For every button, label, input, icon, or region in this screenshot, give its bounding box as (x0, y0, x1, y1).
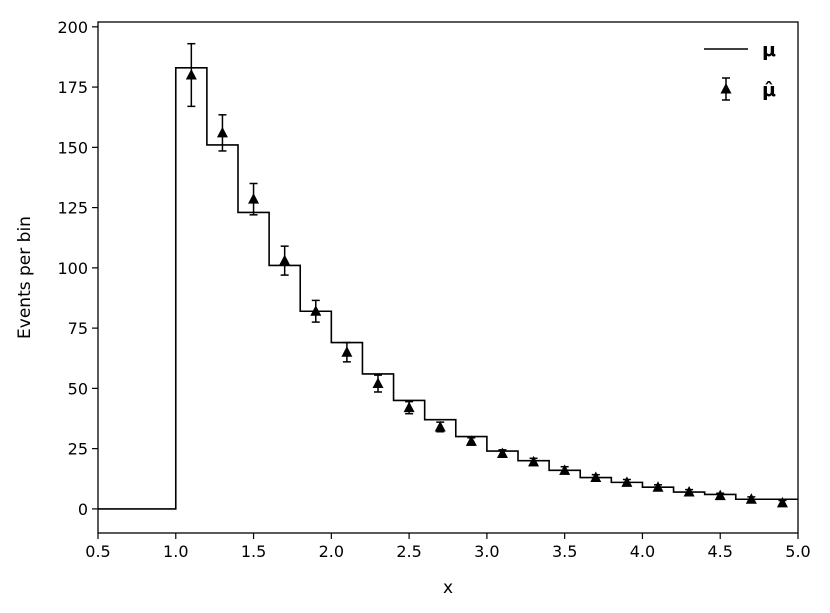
triangle-marker (372, 377, 384, 389)
x-tick-label: 4.0 (630, 542, 655, 561)
x-tick-label: 1.5 (241, 542, 266, 561)
triangle-marker (465, 435, 477, 446)
y-axis-label: Events per bin (15, 216, 35, 339)
x-tick-label: 0.5 (85, 542, 110, 561)
y-tick-label: 175 (57, 78, 88, 97)
errorbar-point (590, 471, 602, 483)
y-tick-label: 50 (68, 379, 88, 398)
legend-label-mu: μ (762, 39, 776, 61)
errorbar-point (341, 341, 353, 363)
axis-ticks: 0.5 1.0 1.5 2.0 2.5 3.0 3.5 4.0 4.5 5.0 0 25 50 75 100… (57, 18, 810, 561)
triangle-marker (185, 69, 197, 80)
x-tick-label: 4.5 (707, 542, 732, 561)
triangle-marker (714, 489, 726, 501)
errorbar-point (559, 464, 571, 475)
y-tick-label: 125 (57, 199, 88, 218)
x-tick-label: 3.0 (474, 542, 499, 561)
triangle-marker (559, 464, 571, 475)
errorbar-point (372, 374, 384, 393)
errorbar-point (528, 455, 540, 467)
errorbar-point (621, 476, 633, 487)
x-tick-label: 2.5 (396, 542, 421, 561)
y-tick-label: 0 (78, 500, 88, 519)
x-tick-label: 5.0 (785, 542, 810, 561)
y-tick-label: 200 (57, 18, 88, 37)
triangle-marker (590, 471, 602, 483)
errorbar-point (745, 493, 757, 504)
errorbar-point (310, 299, 322, 323)
triangle-marker (745, 493, 757, 504)
triangle-marker (496, 447, 508, 458)
plot-frame (97, 21, 799, 534)
triangle-marker (279, 254, 291, 266)
triangle-marker (776, 496, 788, 508)
errorbar-point (403, 400, 415, 415)
triangle-marker (310, 305, 322, 316)
legend-triangle-marker (720, 83, 732, 94)
errorbar-point (185, 42, 197, 108)
triangle-marker (528, 455, 540, 467)
y-tick-label: 25 (68, 440, 88, 459)
errorbar-point (776, 496, 788, 508)
errorbar-point (434, 420, 446, 433)
errorbar-point (216, 114, 228, 152)
errorbar-point (465, 435, 477, 446)
errorbar-point (652, 481, 664, 492)
triangle-marker (216, 126, 228, 138)
plot-marks (98, 42, 798, 510)
triangle-marker (683, 486, 695, 497)
step-line-mu (98, 66, 798, 510)
triangle-marker (652, 481, 664, 492)
y-tick-label: 150 (57, 138, 88, 157)
x-tick-label: 3.5 (552, 542, 577, 561)
y-tick-label: 75 (68, 319, 88, 338)
errorbar-point (496, 447, 508, 458)
errorbar-point (683, 486, 695, 497)
legend: μ μ̂ (704, 39, 776, 101)
errorbar-point (714, 489, 726, 501)
x-axis-label: x (443, 578, 453, 598)
legend-label-mu-hat: μ̂ (762, 79, 776, 101)
legend-errorbar-swatch (720, 77, 732, 101)
triangle-marker (403, 401, 415, 413)
y-tick-label: 100 (57, 259, 88, 278)
triangle-marker (248, 193, 260, 204)
triangle-marker (434, 420, 446, 432)
triangle-marker (621, 476, 633, 487)
x-tick-label: 1.0 (163, 542, 188, 561)
errorbar-point (279, 245, 291, 276)
errorbar-point (248, 182, 260, 216)
x-tick-label: 2.0 (319, 542, 344, 561)
triangle-marker (341, 346, 353, 357)
